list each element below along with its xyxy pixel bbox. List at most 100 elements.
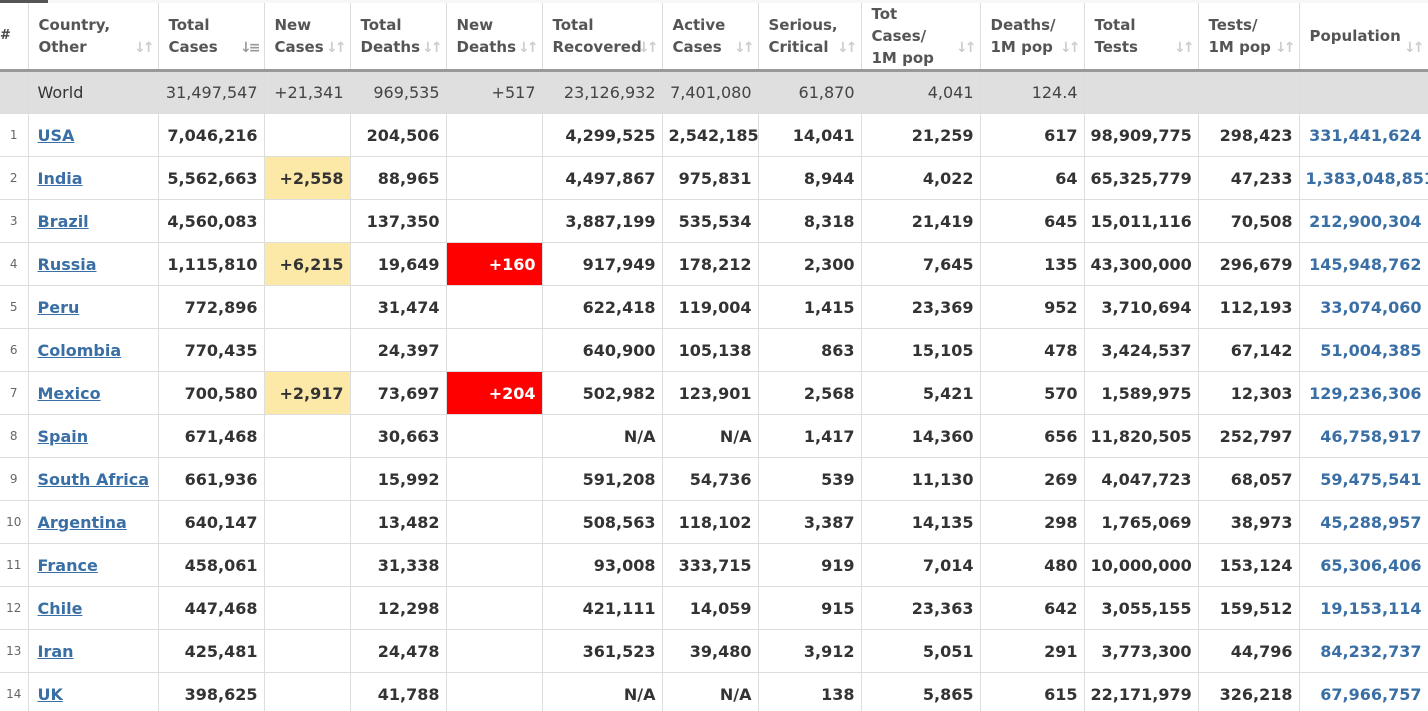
total-cases-cell: 770,435 [158,328,265,372]
country-link[interactable]: France [37,555,98,575]
column-header-label: Total Deaths [360,16,421,56]
country-link[interactable]: Iran [37,641,74,661]
country-cell: UK [28,672,159,711]
total-recovered-cell: 640,900 [542,328,663,372]
sort-arrows-icon[interactable]: ↓≡ [240,40,261,56]
cases-per-1m-cell: 7,645 [861,242,981,286]
population-cell: 1,383,048,851 [1299,156,1428,200]
country-link[interactable]: UK [37,684,63,704]
serious-critical-cell: 138 [758,672,862,711]
row-rank: 14 [0,672,29,711]
column-header-label: Serious, Critical [768,16,838,56]
table-row: 8 Spain 671,468 30,663 N/A N/A 1,417 14,360 656 1… [0,414,1428,458]
country-link[interactable]: Mexico [37,383,101,403]
sort-arrows-icon[interactable]: ↓↑ [1275,40,1296,56]
serious-critical-cell: 863 [758,328,862,372]
column-header-tests-per-1m[interactable]: Tests/ 1M pop ↓↑ [1198,3,1300,72]
header-row: # Country, Other ↓↑ Total Cases ↓≡ New Cases ↓… [0,3,1428,72]
total-recovered-cell: 508,563 [542,500,663,544]
country-link[interactable]: Spain [37,426,89,446]
sort-arrows-icon[interactable]: ↓↑ [734,40,755,56]
new-cases-cell [264,199,351,243]
world-tests-per-1m [1198,70,1300,114]
country-link[interactable]: Argentina [37,512,127,532]
population-cell: 33,074,060 [1299,285,1428,329]
country-cell: Chile [28,586,159,630]
cases-per-1m-cell: 5,865 [861,672,981,711]
column-header-new-deaths[interactable]: New Deaths ↓↑ [446,3,543,72]
new-cases-cell: +2,558 [264,156,351,200]
sort-arrows-icon[interactable]: ↓↑ [518,40,539,56]
serious-critical-cell: 539 [758,457,862,501]
deaths-per-1m-cell: 298 [980,500,1085,544]
column-header-label: Total Tests [1094,16,1138,56]
total-recovered-cell: 361,523 [542,629,663,673]
column-header-serious-critical[interactable]: Serious, Critical ↓↑ [758,3,862,72]
world-rank-cell [0,70,29,114]
column-header-cases-per-1m[interactable]: Tot Cases/ 1M pop ↓↑ [861,3,981,72]
column-header-total-deaths[interactable]: Total Deaths ↓↑ [350,3,447,72]
cases-per-1m-cell: 15,105 [861,328,981,372]
country-cell: USA [28,113,159,157]
column-header-country[interactable]: Country, Other ↓↑ [28,3,159,72]
country-link[interactable]: South Africa [37,469,150,489]
new-cases-cell [264,414,351,458]
sort-arrows-icon[interactable]: ↓↑ [134,40,155,56]
active-cases-cell: 14,059 [662,586,759,630]
sort-arrows-icon[interactable]: ↓↑ [1174,40,1195,56]
country-link[interactable]: Brazil [37,211,89,231]
deaths-per-1m-cell: 570 [980,371,1085,415]
row-rank: 1 [0,113,29,157]
country-link[interactable]: Russia [37,254,97,274]
sort-arrows-icon[interactable]: ↓↑ [956,40,977,56]
table-body: World 31,497,547 +21,341 969,535 +517 23… [0,70,1428,711]
total-cases-cell: 7,046,216 [158,113,265,157]
country-cell: Iran [28,629,159,673]
tests-per-1m-cell: 67,142 [1198,328,1300,372]
total-cases-cell: 671,468 [158,414,265,458]
column-header-total-cases[interactable]: Total Cases ↓≡ [158,3,265,72]
sort-arrows-icon[interactable]: ↓↑ [326,40,347,56]
sort-arrows-icon[interactable]: ↓↑ [638,40,659,56]
sort-arrows-icon[interactable]: ↓↑ [837,40,858,56]
tests-per-1m-cell: 112,193 [1198,285,1300,329]
sort-arrows-icon[interactable]: ↓↑ [422,40,443,56]
serious-critical-cell: 2,568 [758,371,862,415]
new-deaths-cell: +204 [446,371,543,415]
sort-arrows-icon[interactable]: ↓↑ [1060,40,1081,56]
total-deaths-cell: 24,478 [350,629,447,673]
country-link[interactable]: Colombia [37,340,122,360]
country-cell: Peru [28,285,159,329]
row-rank: 4 [0,242,29,286]
column-header-active-cases[interactable]: Active Cases ↓↑ [662,3,759,72]
deaths-per-1m-cell: 645 [980,199,1085,243]
tests-per-1m-cell: 12,303 [1198,371,1300,415]
column-header-label: Total Recovered [552,16,642,56]
column-header-deaths-per-1m[interactable]: Deaths/ 1M pop ↓↑ [980,3,1085,72]
sort-arrows-icon[interactable]: ↓↑ [1404,40,1425,56]
column-header-total-recovered[interactable]: Total Recovered ↓↑ [542,3,663,72]
country-cell: South Africa [28,457,159,501]
country-link[interactable]: Chile [37,598,83,618]
new-deaths-cell [446,113,543,157]
column-header-population[interactable]: Population ↓↑ [1299,3,1428,72]
new-cases-cell: +2,917 [264,371,351,415]
country-link[interactable]: India [37,168,83,188]
serious-critical-cell: 3,912 [758,629,862,673]
column-header-new-cases[interactable]: New Cases ↓↑ [264,3,351,72]
country-cell: Argentina [28,500,159,544]
row-rank: 6 [0,328,29,372]
country-link[interactable]: USA [37,125,75,145]
top-scroll-strip [0,0,1428,3]
deaths-per-1m-cell: 135 [980,242,1085,286]
column-header-label: New Cases [274,16,324,56]
total-deaths-cell: 204,506 [350,113,447,157]
column-header-total-tests[interactable]: Total Tests ↓↑ [1084,3,1199,72]
scroll-indicator[interactable] [0,0,48,3]
column-header-label: # [0,28,11,43]
total-tests-cell: 3,710,694 [1084,285,1199,329]
total-tests-cell: 1,589,975 [1084,371,1199,415]
column-header-rank: # [0,3,29,72]
table-row: 13 Iran 425,481 24,478 361,523 39,480 3,912 5,0… [0,629,1428,673]
country-link[interactable]: Peru [37,297,80,317]
